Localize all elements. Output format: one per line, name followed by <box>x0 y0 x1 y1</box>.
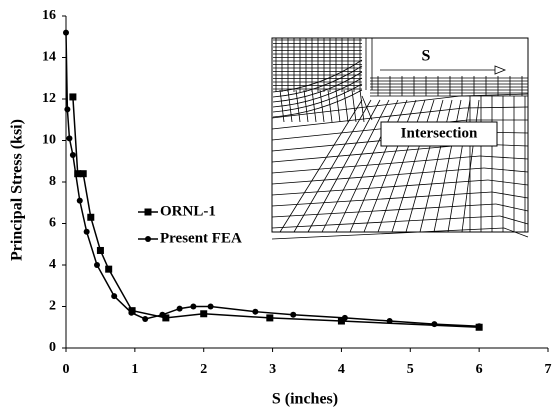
x-tick-label: 7 <box>545 362 552 377</box>
x-tick-label: 3 <box>269 362 276 377</box>
marker <box>94 262 100 268</box>
x-tick-label: 4 <box>338 362 345 377</box>
marker <box>252 309 258 315</box>
marker <box>208 304 214 310</box>
marker <box>64 106 70 112</box>
marker <box>142 316 148 322</box>
marker <box>190 304 196 310</box>
marker <box>342 315 348 321</box>
marker <box>63 30 69 36</box>
y-axis-label: Principal Stress (ksi) <box>9 119 26 261</box>
y-tick-label: 0 <box>49 340 56 355</box>
marker <box>77 198 83 204</box>
marker <box>431 321 437 327</box>
marker <box>266 314 273 321</box>
y-tick-label: 12 <box>42 91 56 106</box>
legend-label: Present FEA <box>160 230 242 246</box>
marker <box>159 312 165 318</box>
y-tick-label: 16 <box>42 8 56 23</box>
legend-label: ORNL-1 <box>160 203 216 219</box>
marker <box>70 152 76 158</box>
marker <box>69 93 76 100</box>
x-tick-label: 0 <box>63 362 70 377</box>
legend-marker <box>145 236 151 242</box>
marker <box>84 229 90 235</box>
marker <box>111 293 117 299</box>
y-tick-label: 2 <box>49 299 56 314</box>
y-tick-label: 4 <box>49 257 56 272</box>
marker <box>476 323 482 329</box>
marker <box>177 306 183 312</box>
marker <box>290 312 296 318</box>
x-tick-label: 2 <box>200 362 207 377</box>
y-tick-label: 10 <box>42 133 56 148</box>
y-tick-label: 6 <box>49 216 56 231</box>
marker <box>387 318 393 324</box>
y-tick-label: 8 <box>49 174 56 189</box>
inset-label: Intersection <box>401 125 478 141</box>
chart: S Intersection S (inches) Principal Stre… <box>0 0 560 412</box>
marker <box>87 214 94 221</box>
y-tick-label: 14 <box>42 50 56 65</box>
x-tick-label: 5 <box>407 362 414 377</box>
marker <box>97 247 104 254</box>
x-axis-label: S (inches) <box>272 391 338 408</box>
marker <box>105 266 112 273</box>
inset-label: S <box>422 48 431 65</box>
x-tick-label: 1 <box>131 362 138 377</box>
legend-marker <box>145 209 152 216</box>
marker <box>128 310 134 316</box>
marker <box>200 310 207 317</box>
x-tick-label: 6 <box>476 362 483 377</box>
marker <box>66 135 72 141</box>
marker <box>80 170 87 177</box>
